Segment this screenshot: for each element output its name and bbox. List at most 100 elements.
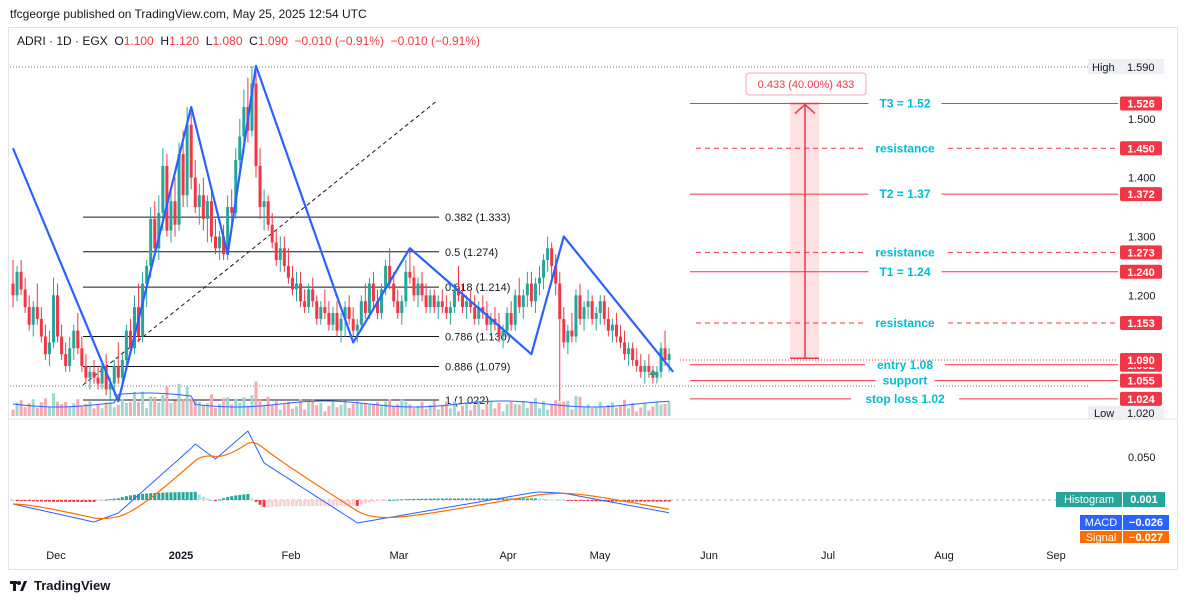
volume-bar	[501, 411, 505, 416]
candle-body	[116, 365, 120, 378]
candle-body	[282, 248, 286, 266]
volume-bar	[39, 402, 43, 416]
macd-histogram-bar	[145, 493, 149, 500]
volume-bar	[602, 407, 606, 416]
macd-histogram-bar	[27, 500, 31, 502]
volume-bar	[448, 408, 452, 416]
volume-bar	[643, 403, 647, 416]
macd-histogram-bar	[376, 500, 379, 502]
candle-body	[307, 289, 311, 308]
macd-histogram-bar	[529, 498, 533, 500]
volume-ma-line	[12, 392, 670, 408]
candle-body	[52, 295, 55, 343]
brand-name: TradingView	[34, 578, 111, 593]
volume-bar	[254, 381, 258, 416]
volume-bar	[209, 394, 213, 416]
candle-body	[319, 307, 323, 319]
macd-histogram-bar	[222, 498, 226, 500]
macd-histogram-bar	[388, 499, 392, 501]
volume-bar	[169, 403, 173, 416]
measure-label-box	[745, 72, 867, 96]
time-axis-label: Feb	[282, 550, 301, 562]
change-value: −0.010 (−0.91%)	[294, 34, 384, 48]
candle-body	[444, 307, 448, 313]
macd-histogram-bar	[408, 498, 412, 500]
macd-histogram-bar	[477, 498, 481, 500]
volume-bar	[149, 396, 153, 416]
candle-body	[594, 312, 598, 319]
macd-histogram-bar	[295, 500, 298, 507]
candle-body	[120, 360, 124, 378]
candle-body	[432, 295, 436, 308]
volume-bar	[238, 402, 242, 416]
volume-bar	[477, 400, 481, 416]
candle-body	[222, 236, 226, 255]
candle-body	[128, 330, 132, 349]
time-axis-label: 2025	[169, 550, 193, 562]
level-label-backdrop	[875, 372, 935, 388]
volume-bar	[586, 404, 590, 416]
volume-bar	[128, 402, 132, 416]
volume-bar	[157, 402, 161, 416]
publish-attribution: tfcgeorge published on TradingView.com, …	[10, 7, 367, 21]
candle-body	[440, 301, 444, 308]
volume-bar	[542, 401, 546, 416]
volume-bar	[339, 404, 343, 416]
measure-label: 0.433 (40.00%) 433	[758, 79, 855, 91]
candle-body	[201, 195, 205, 219]
volume-bar	[513, 404, 517, 416]
volume-bar	[384, 401, 388, 416]
candle-body	[64, 354, 68, 366]
volume-bar	[335, 407, 339, 416]
symbol-name[interactable]: ADRI · 1D · EGX	[17, 34, 108, 48]
macd-histogram-bar	[594, 500, 598, 502]
candle-body	[80, 348, 84, 366]
macd-histogram-bar	[303, 500, 307, 507]
macd-histogram-bar	[218, 499, 222, 501]
macd-histogram-bar	[116, 498, 120, 500]
macd-histogram-bar	[169, 492, 173, 500]
candle-body	[242, 107, 246, 137]
candle-body	[226, 207, 230, 255]
macd-histogram-bar	[473, 498, 477, 500]
volume-bar	[230, 404, 234, 416]
level-label-backdrop	[868, 263, 942, 279]
candle-body	[335, 312, 339, 331]
volume-bar	[120, 399, 124, 416]
candle-body	[416, 283, 420, 296]
macd-name-badge	[1080, 515, 1122, 530]
volume-bar	[278, 409, 282, 416]
candle-body	[505, 312, 509, 331]
candle-body	[404, 271, 408, 302]
volume-bar	[485, 403, 489, 416]
macd-histogram-bar	[424, 498, 428, 500]
volume-bar	[631, 402, 635, 416]
fib-level-label: 0.382 (1.333)	[445, 212, 510, 224]
candle-body	[169, 201, 173, 231]
macd-histogram-bar	[651, 500, 655, 502]
candle-body	[165, 165, 169, 231]
volume-bar	[193, 401, 197, 416]
macd-histogram-bar	[266, 500, 270, 507]
volume-bar	[359, 403, 363, 416]
macd-histogram-bar	[371, 500, 375, 502]
candle-body	[234, 160, 238, 213]
high-label: H	[160, 34, 170, 48]
candle-body	[112, 365, 116, 384]
candle-body	[546, 248, 550, 261]
macd-histogram-bar	[412, 498, 416, 500]
macd-histogram-bar	[465, 498, 469, 500]
candle-body	[161, 165, 165, 213]
candle-body	[290, 277, 294, 290]
macd-histogram-bar	[201, 496, 205, 500]
candle-body	[11, 283, 15, 296]
candle-body	[461, 295, 465, 308]
macd-histogram-bar	[578, 500, 582, 501]
candle-body	[485, 312, 489, 325]
macd-line	[12, 430, 670, 524]
candle-body	[582, 307, 586, 319]
macd-histogram-bar	[546, 499, 550, 501]
candle-body	[19, 271, 23, 290]
macd-histogram-bar	[185, 492, 189, 500]
